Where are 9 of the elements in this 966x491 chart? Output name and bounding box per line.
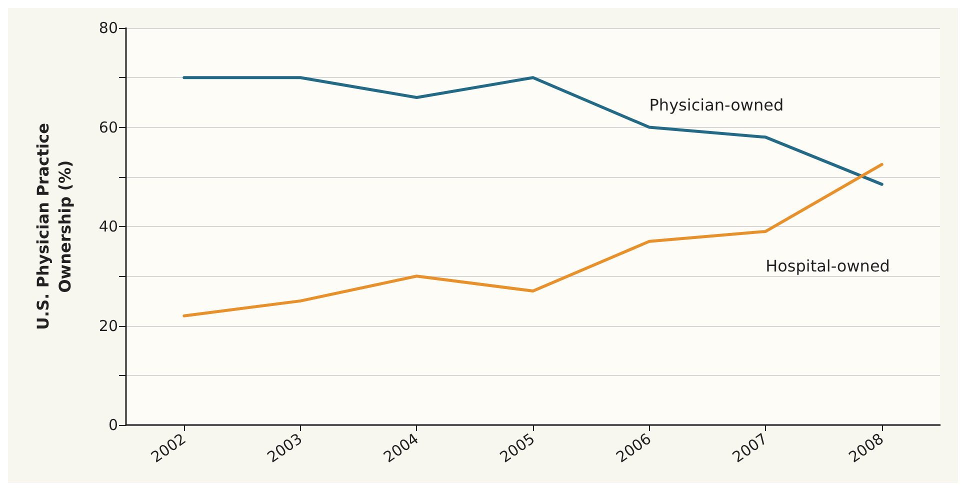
series-label: Hospital-owned [766,256,890,276]
y-tick-label: 40 [98,218,118,236]
y-tick-label: 0 [108,416,118,434]
y-tick-label: 20 [98,316,118,335]
line-series [182,76,884,186]
y-axis-title: U.S. Physician Practice Ownership (%) [34,122,74,330]
y-tick-label: 80 [98,19,118,37]
series-label: Physician-owned [649,95,784,114]
y-tick-label: 60 [98,118,118,136]
